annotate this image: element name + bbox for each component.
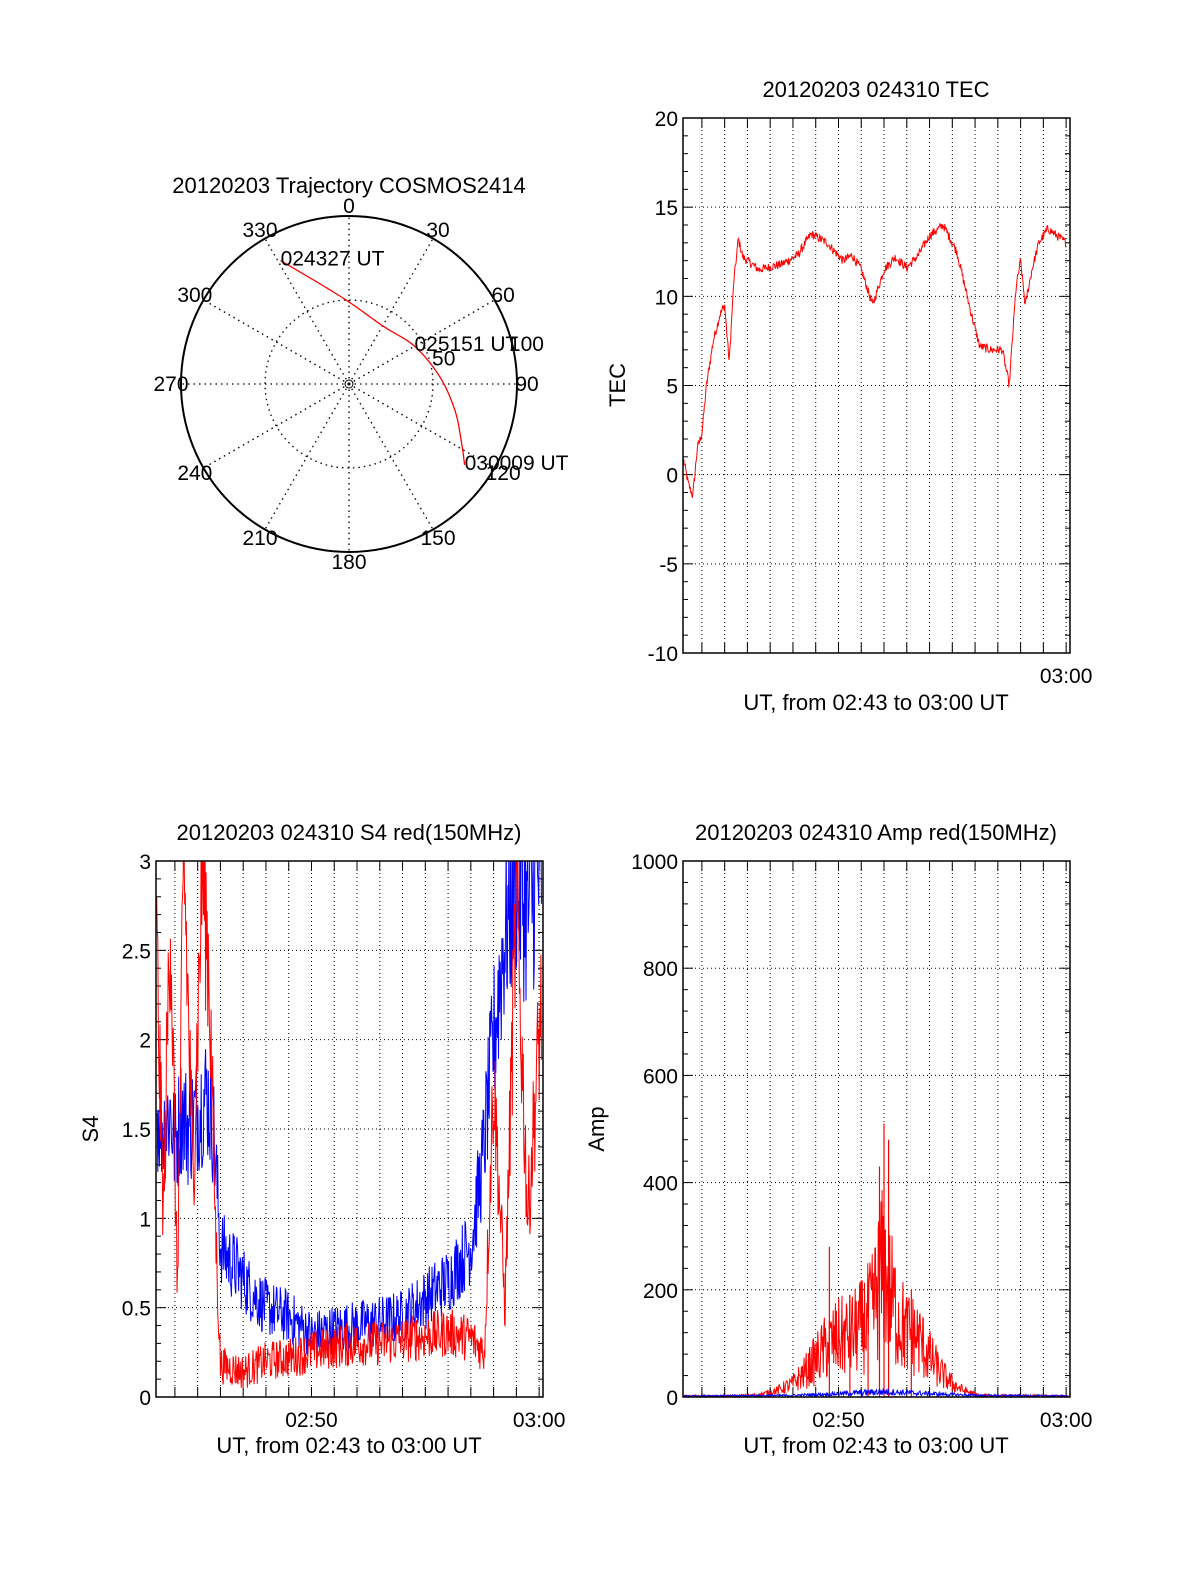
y-tick-label: 600 bbox=[643, 1065, 678, 1088]
angle-label: 270 bbox=[153, 373, 188, 396]
x-tick-label: 02:50 bbox=[812, 1409, 865, 1432]
polar-series: 024327 UT 025151 UT 030009 UT bbox=[280, 248, 569, 475]
polar-spoke bbox=[264, 383, 350, 530]
polar-spoke bbox=[264, 238, 350, 385]
angle-label: 330 bbox=[242, 219, 277, 242]
polar-outer-ring bbox=[180, 215, 518, 553]
angle-label: 60 bbox=[491, 284, 514, 307]
angle-label: 210 bbox=[242, 527, 277, 550]
amp-title: 20120203 024310 Amp red(150MHz) bbox=[695, 820, 1057, 845]
y-tick-label: -10 bbox=[648, 643, 678, 666]
y-tick-label: 0 bbox=[139, 1387, 151, 1410]
radius-label: 100 bbox=[509, 333, 544, 356]
y-tick-label: 800 bbox=[643, 958, 678, 981]
y-tick-label: 2.5 bbox=[122, 940, 151, 963]
series-line-red bbox=[156, 861, 542, 1389]
time-annotation: 025151 UT bbox=[414, 333, 518, 356]
time-annotation: 024327 UT bbox=[281, 248, 385, 271]
tec-y-label: TEC bbox=[605, 363, 630, 407]
tec-title: 20120203 024310 TEC bbox=[762, 77, 989, 102]
tec-x-label: UT, from 02:43 to 03:00 UT bbox=[743, 690, 1008, 715]
polar-spoke bbox=[348, 383, 495, 469]
y-tick-label: 200 bbox=[643, 1280, 678, 1303]
angle-label: 150 bbox=[420, 527, 455, 550]
s4-x-label: UT, from 02:43 to 03:00 UT bbox=[216, 1433, 481, 1458]
s4-chart: 20120203 024310 S4 red(150MHz) UT, from … bbox=[78, 820, 566, 1458]
angle-label: 120 bbox=[486, 462, 521, 485]
radius-label: 50 bbox=[432, 347, 455, 370]
series-group bbox=[156, 861, 542, 1389]
x-tick-label: 03:00 bbox=[1040, 665, 1093, 688]
time-annotation: 030009 UT bbox=[465, 452, 569, 475]
amp-chart: 20120203 024310 Amp red(150MHz) UT, from… bbox=[584, 820, 1092, 1458]
amp-y-label: Amp bbox=[584, 1106, 609, 1151]
polar-labels: 0 30 60 90 120 150 180 210 240 270 300 330 50 100 bbox=[153, 195, 543, 574]
plot-frame bbox=[155, 860, 544, 1398]
plot-frame bbox=[682, 117, 1071, 654]
polar-grid bbox=[180, 215, 518, 553]
tec-chart: 20120203 024310 TEC UT, from 02:43 to 03… bbox=[605, 77, 1092, 715]
y-tick-label: 10 bbox=[655, 286, 678, 309]
trajectory-polar-chart: 20120203 Trajectory COSMOS2414 0 30 60 90 12… bbox=[153, 173, 568, 574]
angle-label: 240 bbox=[177, 462, 212, 485]
y-tick-label: 5 bbox=[666, 376, 678, 399]
x-tick-label: 03:00 bbox=[513, 1409, 566, 1432]
s4-y-label: S4 bbox=[78, 1116, 103, 1143]
angle-label: 30 bbox=[426, 219, 449, 242]
trajectory-path bbox=[280, 260, 466, 466]
series-group bbox=[683, 222, 1067, 498]
y-tick-label: 20 bbox=[655, 108, 678, 131]
y-tick-label: 0.5 bbox=[122, 1298, 151, 1321]
angle-label: 90 bbox=[515, 373, 538, 396]
y-tick-label: 1000 bbox=[631, 851, 678, 874]
s4-title: 20120203 024310 S4 red(150MHz) bbox=[177, 820, 522, 845]
plot-frame bbox=[682, 860, 1071, 1398]
polar-spoke bbox=[348, 238, 434, 385]
polar-spoke bbox=[348, 299, 495, 385]
series-line-blue bbox=[156, 861, 542, 1357]
angle-label: 180 bbox=[331, 551, 366, 574]
trajectory-title: 20120203 Trajectory COSMOS2414 bbox=[172, 173, 525, 198]
polar-spoke bbox=[348, 383, 434, 530]
series-line-red bbox=[683, 222, 1067, 498]
y-tick-label: 2 bbox=[139, 1030, 151, 1053]
y-tick-label: 3 bbox=[139, 851, 151, 874]
polar-spoke bbox=[203, 299, 350, 385]
series-group bbox=[683, 1123, 1069, 1397]
angle-label: 300 bbox=[177, 284, 212, 307]
series-line-red bbox=[683, 1190, 1069, 1397]
y-tick-label: 1.5 bbox=[122, 1119, 151, 1142]
y-tick-label: -5 bbox=[659, 554, 678, 577]
x-tick-label: 02:50 bbox=[285, 1409, 338, 1432]
polar-spoke bbox=[203, 383, 350, 469]
x-tick-label: 03:00 bbox=[1040, 1409, 1093, 1432]
y-tick-label: 0 bbox=[666, 1387, 678, 1410]
polar-center bbox=[344, 379, 354, 389]
y-tick-label: 0 bbox=[666, 465, 678, 488]
y-tick-label: 400 bbox=[643, 1173, 678, 1196]
amp-x-label: UT, from 02:43 to 03:00 UT bbox=[743, 1433, 1008, 1458]
y-tick-label: 1 bbox=[139, 1208, 151, 1231]
y-tick-label: 15 bbox=[655, 197, 678, 220]
angle-label: 0 bbox=[343, 195, 355, 218]
series-line-blue bbox=[683, 1387, 1069, 1397]
